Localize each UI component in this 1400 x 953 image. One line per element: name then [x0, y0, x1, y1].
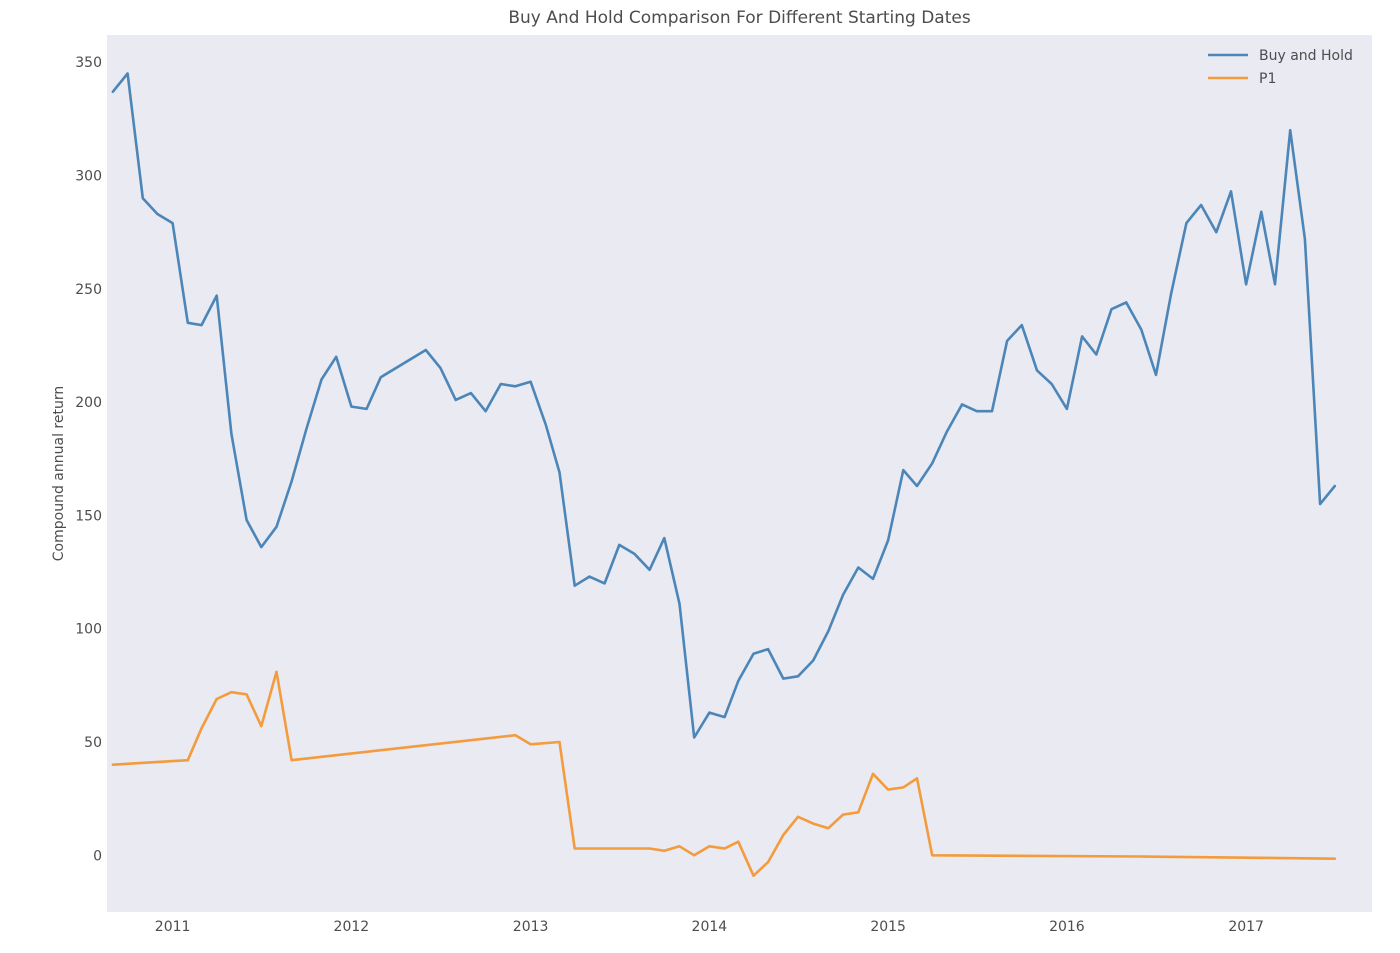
y-tick-label: 150 [75, 508, 102, 524]
x-tick-label: 2013 [513, 919, 549, 935]
y-axis-ticks: 0 50 100 150 200 250 300 350 [75, 55, 102, 864]
y-tick-label: 100 [75, 622, 102, 638]
x-axis-ticks: 2011 2012 2013 2014 2015 2016 2017 [155, 919, 1264, 935]
series-line [111, 670, 1337, 877]
x-tick-label: 2014 [692, 919, 728, 935]
y-tick-label: 0 [93, 848, 102, 864]
y-tick-label: 250 [75, 282, 102, 298]
x-tick-label: 2012 [334, 919, 370, 935]
x-tick-label: 2016 [1049, 919, 1085, 935]
legend: Buy and Hold P1 [1208, 48, 1353, 87]
y-axis-label: Compound annual return [51, 386, 67, 561]
series-lines [111, 72, 1337, 877]
chart-title: Buy And Hold Comparison For Different St… [508, 8, 971, 28]
x-tick-label: 2015 [870, 919, 906, 935]
y-tick-label: 200 [75, 395, 102, 411]
x-tick-label: 2011 [155, 919, 191, 935]
y-tick-label: 50 [84, 735, 102, 751]
x-tick-label: 2017 [1228, 919, 1264, 935]
y-tick-label: 350 [75, 55, 102, 71]
y-tick-label: 300 [75, 169, 102, 185]
legend-label: P1 [1259, 71, 1276, 87]
series-line [111, 72, 1337, 739]
legend-label: Buy and Hold [1259, 48, 1353, 64]
plot-area [107, 35, 1372, 912]
